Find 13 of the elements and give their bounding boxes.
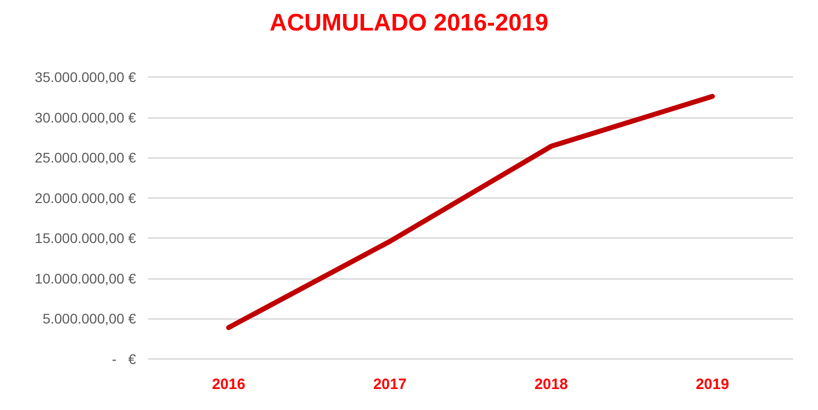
y-tick-label: 15.000.000,00 € [34, 230, 136, 246]
chart-title: ACUMULADO 2016-2019 [270, 10, 548, 36]
x-tick-label: 2018 [534, 376, 568, 393]
x-tick-label: 2019 [696, 376, 730, 393]
x-tick-label: 2016 [212, 376, 246, 393]
y-tick-label: 5.000.000,00 € [42, 310, 136, 327]
y-tick-label: - € [112, 351, 136, 367]
y-tick-label: 35.000.000,00 € [34, 69, 136, 85]
y-tick-label: 20.000.000,00 € [34, 190, 136, 206]
y-tick-label: 10.000.000,00 € [34, 270, 136, 286]
y-tick-label: 30.000.000,00 € [34, 109, 136, 126]
y-tick-label: 25.000.000,00 € [34, 150, 136, 166]
x-tick-label: 2017 [373, 376, 407, 393]
